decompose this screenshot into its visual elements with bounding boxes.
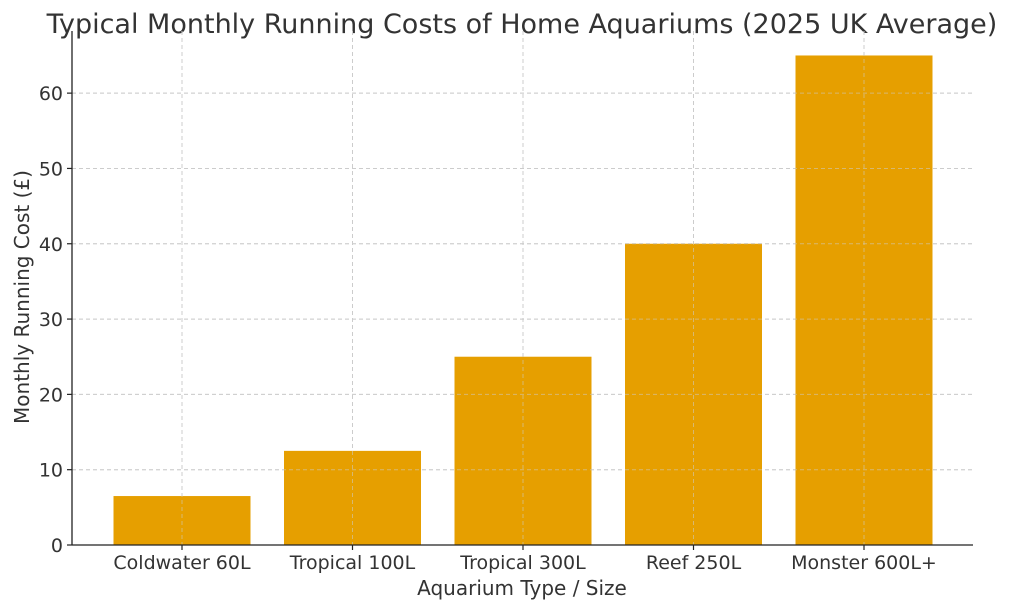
y-axis-label: Monthly Running Cost (£)	[10, 170, 34, 424]
axes	[67, 31, 973, 550]
y-tick-label: 0	[51, 535, 63, 557]
x-tick-labels: Coldwater 60L Tropical 100L Tropical 300L R…	[113, 552, 936, 574]
x-tick-label: Coldwater 60L	[113, 552, 251, 574]
y-tick-label: 10	[39, 460, 63, 482]
x-tick-label: Tropical 300L	[459, 552, 586, 574]
x-tick-label: Reef 250L	[646, 552, 742, 574]
x-tick-label: Tropical 100L	[289, 552, 416, 574]
y-tick-label: 50	[39, 158, 63, 180]
x-tick-label: Monster 600L+	[791, 552, 937, 574]
x-axis-label: Aquarium Type / Size	[417, 576, 627, 600]
y-tick-label: 40	[39, 234, 63, 256]
bars	[72, 31, 973, 545]
y-tick-labels: 0 10 20 30 40 50 60	[39, 83, 63, 557]
y-tick-label: 30	[39, 309, 63, 331]
y-tick-label: 60	[39, 83, 63, 105]
y-tick-label: 20	[39, 384, 63, 406]
bar-reef-250l	[625, 243, 762, 545]
chart-title: Typical Monthly Running Costs of Home Aq…	[46, 9, 998, 40]
